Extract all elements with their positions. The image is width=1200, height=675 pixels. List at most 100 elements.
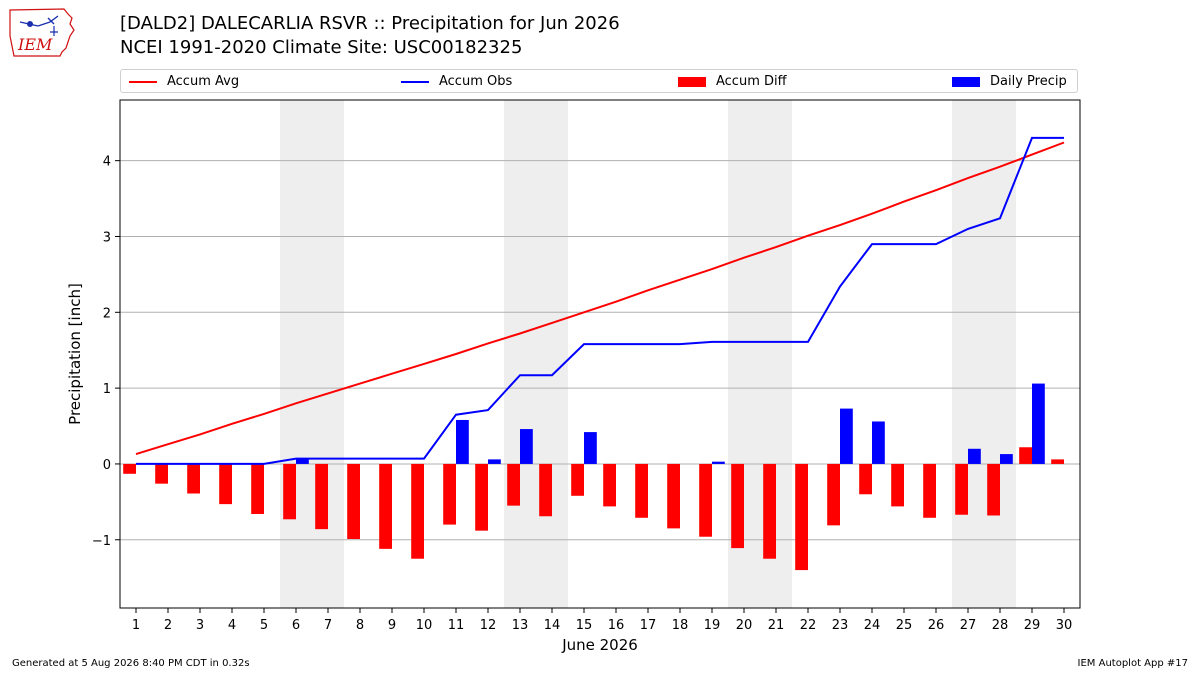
x-tick-label: 3 xyxy=(196,618,204,633)
x-tick-label: 23 xyxy=(832,618,849,633)
legend-swatch xyxy=(401,80,429,83)
app-credit: IEM Autoplot App #17 xyxy=(1077,658,1188,669)
accum-diff-bar xyxy=(123,463,136,474)
daily-precip-bar xyxy=(968,448,981,464)
x-tick-label: 11 xyxy=(448,618,465,633)
accum-diff-bar xyxy=(667,463,680,529)
y-tick-label: 3 xyxy=(103,230,111,245)
x-tick-label: 14 xyxy=(544,618,561,633)
accum-diff-bar xyxy=(955,463,968,515)
legend-item-daily-precip: Daily Precip xyxy=(952,73,1067,91)
y-tick-label: 1 xyxy=(103,382,111,397)
chart-title: [DALD2] DALECARLIA RSVR :: Precipitation… xyxy=(120,13,620,34)
accum-diff-bar xyxy=(155,463,168,484)
legend-swatch xyxy=(952,76,980,87)
generated-timestamp: Generated at 5 Aug 2026 8:40 PM CDT in 0… xyxy=(12,658,250,669)
daily-precip-bar xyxy=(520,429,533,464)
daily-precip-bar xyxy=(488,459,501,464)
y-axis-label: Precipitation [inch] xyxy=(66,283,84,425)
accum-diff-bar xyxy=(603,463,616,507)
accum-diff-bar xyxy=(443,463,456,525)
accum-diff-bar xyxy=(923,463,936,518)
accum-diff-bar xyxy=(379,463,392,549)
y-tick-label: −1 xyxy=(92,534,111,549)
x-tick-label: 22 xyxy=(800,618,817,633)
x-tick-label: 13 xyxy=(512,618,529,633)
x-tick-label: 18 xyxy=(672,618,689,633)
accum-avg-line xyxy=(135,141,1065,456)
accum-diff-bar xyxy=(571,463,584,496)
x-tick-label: 28 xyxy=(992,618,1009,633)
x-tick-label: 1 xyxy=(132,618,140,633)
x-tick-label: 5 xyxy=(260,618,268,633)
iem-logo: IEM xyxy=(9,8,75,57)
accum-diff-bar xyxy=(1019,447,1032,464)
legend-swatch xyxy=(129,80,157,83)
daily-precip-bar xyxy=(840,408,853,464)
accum-diff-bar xyxy=(731,463,744,549)
accum-diff-bar xyxy=(475,463,488,531)
chart-subtitle: NCEI 1991-2020 Climate Site: USC00182325 xyxy=(120,37,523,58)
x-tick-label: 26 xyxy=(928,618,945,633)
accum-diff-bar xyxy=(699,463,712,537)
x-tick-label: 24 xyxy=(864,618,881,633)
y-tick-label: 4 xyxy=(103,155,111,170)
daily-precip-bar xyxy=(1032,383,1045,464)
accum-diff-bar xyxy=(283,463,296,520)
accum-diff-bar xyxy=(187,463,200,494)
x-tick-label: 4 xyxy=(228,618,236,633)
x-tick-label: 9 xyxy=(388,618,396,633)
accum-diff-bar xyxy=(347,463,360,540)
legend-item-accum-diff: Accum Diff xyxy=(678,73,787,91)
accum-obs-line xyxy=(136,136,1064,465)
plot-frame xyxy=(119,99,1081,609)
legend-swatch xyxy=(678,76,706,87)
x-tick-label: 15 xyxy=(576,618,593,633)
x-axis-label: June 2026 xyxy=(561,636,638,654)
x-tick-label: 25 xyxy=(896,618,913,633)
legend-item-accum-avg: Accum Avg xyxy=(129,73,239,91)
daily-precip-bar xyxy=(456,419,469,464)
accum-diff-bar xyxy=(507,463,520,506)
legend-label: Accum Avg xyxy=(167,74,240,89)
x-tick-label: 21 xyxy=(768,618,785,633)
daily-precip-bar xyxy=(584,432,597,464)
legend-item-accum-obs: Accum Obs xyxy=(401,73,512,91)
accum-diff-bar xyxy=(891,463,904,507)
accum-diff-bar xyxy=(251,463,264,514)
weekend-shade xyxy=(504,100,568,608)
accum-diff-bar xyxy=(539,463,552,517)
x-tick-label: 27 xyxy=(960,618,977,633)
accum-diff-bar xyxy=(315,463,328,530)
accum-diff-bar xyxy=(411,463,424,559)
accum-diff-bar xyxy=(635,463,648,518)
y-tick-label: 2 xyxy=(103,306,111,321)
iowa-outline-icon xyxy=(9,8,75,57)
x-tick-label: 29 xyxy=(1024,618,1041,633)
y-tick-label: 0 xyxy=(103,458,111,473)
legend: Accum Avg Accum Obs Accum Diff Daily Pre… xyxy=(120,69,1078,93)
x-tick-label: 20 xyxy=(736,618,753,633)
x-tick-label: 8 xyxy=(356,618,364,633)
legend-label: Daily Precip xyxy=(990,74,1067,89)
accum-diff-bar xyxy=(219,463,232,505)
x-tick-label: 2 xyxy=(164,618,172,633)
accum-diff-bar xyxy=(763,463,776,559)
x-tick-label: 6 xyxy=(292,618,300,633)
x-tick-label: 17 xyxy=(640,618,657,633)
x-tick-label: 7 xyxy=(324,618,332,633)
weekend-shade xyxy=(280,100,344,608)
x-tick-label: 30 xyxy=(1056,618,1073,633)
accum-diff-bar xyxy=(987,463,1000,516)
weekend-shade xyxy=(952,100,1016,608)
x-tick-label: 10 xyxy=(416,618,433,633)
accum-diff-bar xyxy=(859,463,872,495)
daily-precip-bar xyxy=(872,421,885,464)
x-tick-label: 19 xyxy=(704,618,721,633)
daily-precip-bar xyxy=(712,461,725,464)
legend-label: Accum Diff xyxy=(716,74,787,89)
accum-diff-bar xyxy=(1051,459,1064,464)
logo-text: IEM xyxy=(17,35,53,54)
accum-diff-bar xyxy=(827,463,840,526)
